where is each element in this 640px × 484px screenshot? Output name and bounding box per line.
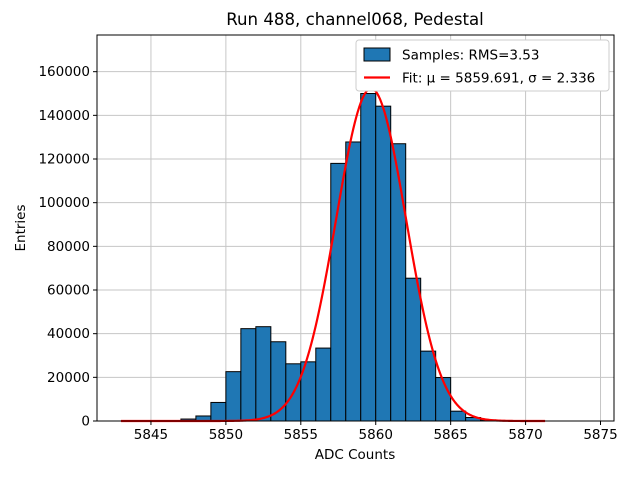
histogram-bar (451, 411, 466, 421)
histogram-bar (226, 372, 241, 421)
histogram-bar (346, 142, 361, 421)
histogram-bar (271, 342, 286, 421)
y-tick-label: 40000 (47, 326, 90, 342)
legend-samples-swatch (364, 48, 390, 61)
x-tick-label: 5845 (134, 427, 168, 443)
histogram-bar (316, 348, 331, 421)
histogram-bar (241, 329, 256, 421)
y-tick-label: 160000 (38, 64, 90, 80)
y-tick-label: 140000 (38, 108, 90, 124)
histogram-bar (211, 402, 226, 421)
histogram-bar (256, 327, 271, 421)
x-tick-label: 5865 (433, 427, 467, 443)
histogram-bar (361, 94, 376, 421)
y-tick-label: 100000 (38, 195, 90, 211)
plot-area: 5845 5850 5855 5860 5865 5870 5875 0 20000 40000 6… (38, 35, 617, 443)
x-axis-label: ADC Counts (315, 447, 395, 463)
x-tick-label: 5855 (284, 427, 318, 443)
legend-label: Samples: RMS=3.53 (402, 48, 539, 64)
legend-label: Fit: μ = 5859.691, σ = 2.336 (402, 71, 595, 87)
histogram-bar (391, 144, 406, 421)
y-tick-label: 60000 (47, 283, 90, 299)
y-tick-label: 120000 (38, 152, 90, 168)
x-tick-label: 5860 (359, 427, 393, 443)
y-axis-label: Entries (13, 204, 29, 251)
x-tick-label: 5875 (583, 427, 617, 443)
y-tick-label: 80000 (47, 239, 90, 255)
histogram-bar (376, 106, 391, 421)
histogram-bar (421, 351, 436, 421)
histogram-bar (436, 378, 451, 421)
x-tick-label: 5850 (209, 427, 243, 443)
x-tick-label: 5870 (508, 427, 542, 443)
chart-title: Run 488, channel068, Pedestal (226, 10, 484, 29)
histogram-bar (406, 278, 421, 421)
y-tick-label: 20000 (47, 370, 90, 386)
y-tick-label: 0 (81, 414, 90, 430)
